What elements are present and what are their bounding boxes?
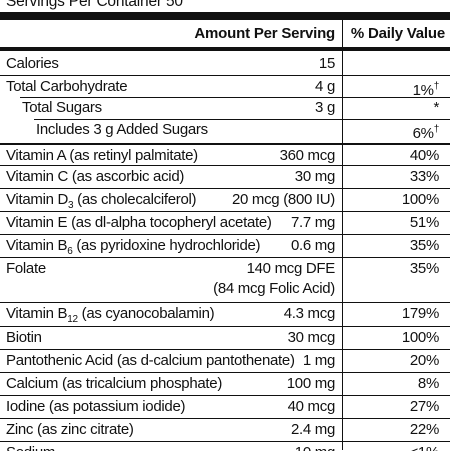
header-daily-value: % Daily Value (350, 25, 445, 42)
nutrient-name: Vitamin C (as ascorbic acid) (6, 168, 185, 185)
row-total-carbohydrate: Total Carbohydrate 4 g 1%† (0, 75, 450, 99)
row-calcium: Calcium (as tricalcium phosphate) 100 mg… (0, 372, 450, 395)
column-divider (342, 20, 343, 450)
dv-value: 1% (412, 82, 434, 99)
row-biotin: Biotin 30 mcg 100% (0, 326, 450, 349)
nutrient-amount-detail: (84 mcg Folic Acid) (213, 280, 335, 297)
nutrient-name: Zinc (as zinc citrate) (6, 421, 134, 438)
nutrient-amount: 40 mcg (287, 398, 336, 415)
nutrient-daily-value: 6%† (412, 119, 440, 145)
row-vitamin-b6: Vitamin B6 (as pyridoxine hydrochloride)… (0, 234, 450, 257)
name-part: (as cholecalciferol) (73, 191, 197, 208)
indent-rule (20, 97, 450, 98)
name-part: Vitamin B (6, 237, 68, 254)
nutrient-daily-value: 35% (409, 237, 439, 254)
nutrient-amount: 0.6 mg (290, 237, 335, 254)
nutrient-amount: 4.3 mcg (283, 305, 336, 322)
nutrient-name: Vitamin E (as dl-alpha tocopheryl acetat… (6, 214, 272, 231)
nutrient-amount: 360 mcg (279, 147, 336, 164)
dagger-mark: † (433, 81, 440, 92)
nutrient-name: Includes 3 g Added Sugars (36, 121, 208, 138)
row-calories: Calories 15 (0, 53, 450, 75)
row-folate: Folate 140 mcg DFE (84 mcg Folic Acid) 3… (0, 257, 450, 302)
name-subscript: 12 (67, 314, 78, 325)
name-part: Vitamin D (6, 191, 69, 208)
nutrient-amount: 2.4 mg (290, 421, 335, 438)
row-vitamin-d3: Vitamin D3 (as cholecalciferol) 20 mcg (… (0, 188, 450, 211)
dagger-mark: † (433, 124, 440, 135)
name-part: (as pyridoxine hydrochloride) (72, 237, 261, 254)
nutrient-daily-value: 35% (409, 260, 439, 277)
nutrient-daily-value: 27% (409, 398, 439, 415)
dv-value: 6% (412, 125, 434, 142)
nutrient-name: Calcium (as tricalcium phosphate) (6, 375, 223, 392)
nutrient-daily-value: * (433, 99, 439, 116)
name-subscript: 6 (67, 246, 73, 257)
nutrient-name: Pantothenic Acid (as d-calcium pantothen… (6, 352, 295, 369)
indent-rule (34, 119, 450, 120)
name-part: (as cyanocobalamin) (77, 305, 215, 322)
nutrient-daily-value: 20% (409, 352, 439, 369)
nutrient-name: Total Sugars (22, 99, 102, 116)
row-vitamin-c: Vitamin C (as ascorbic acid) 30 mg 33% (0, 165, 450, 188)
nutrient-amount: 100 mg (286, 375, 336, 392)
row-pantothenic-acid: Pantothenic Acid (as d-calcium pantothen… (0, 349, 450, 372)
nutrient-daily-value: 100% (401, 191, 439, 208)
nutrient-amount: 10 mg (295, 442, 336, 451)
nutrient-daily-value: <1% (409, 442, 439, 451)
nutrient-daily-value: 40% (409, 147, 439, 164)
nutrient-name: Calories (6, 55, 59, 72)
nutrient-amount: 140 mcg DFE (246, 260, 336, 277)
servings-per-container: Servings Per Container 50 (6, 0, 183, 10)
nutrient-amount: 7.7 mg (290, 214, 335, 231)
nutrient-daily-value: 33% (409, 168, 439, 185)
nutrient-daily-value: 1%† (412, 76, 440, 102)
row-vitamin-b12: Vitamin B12 (as cyanocobalamin) 4.3 mcg … (0, 302, 450, 325)
nutrient-name: Vitamin D3 (as cholecalciferol) (6, 189, 197, 217)
nutrient-amount: 1 mg (302, 352, 335, 369)
nutrient-amount: 30 mg (294, 168, 336, 185)
row-added-sugars: Includes 3 g Added Sugars 6%† (0, 119, 450, 142)
nutrient-daily-value: 179% (401, 305, 439, 322)
header-amount-per-serving: Amount Per Serving (194, 25, 335, 42)
row-sodium: Sodium 10 mg <1% (0, 441, 450, 451)
name-subscript: 3 (68, 200, 74, 211)
nutrient-amount: 15 (318, 55, 335, 72)
nutrient-name: Sodium (6, 442, 55, 451)
row-iodine: Iodine (as potassium iodide) 40 mcg 27% (0, 395, 450, 418)
row-vitamin-a: Vitamin A (as retinyl palmitate) 360 mcg… (0, 143, 450, 167)
nutrient-name: Vitamin B12 (as cyanocobalamin) (6, 303, 215, 331)
nutrient-name: Biotin (6, 329, 42, 346)
nutrient-amount: 3 g (315, 99, 335, 116)
nutrient-amount: 4 g (315, 78, 335, 95)
row-vitamin-e: Vitamin E (as dl-alpha tocopheryl acetat… (0, 211, 450, 234)
thick-rule (0, 12, 450, 20)
nutrient-daily-value: 22% (409, 421, 439, 438)
header-rule (0, 47, 450, 51)
nutrient-daily-value: 100% (401, 329, 439, 346)
nutrient-amount: 20 mcg (800 IU) (231, 191, 335, 208)
nutrient-name: Vitamin A (as retinyl palmitate) (6, 147, 198, 164)
nutrient-daily-value: 8% (417, 375, 439, 392)
name-part: Vitamin B (6, 305, 68, 322)
nutrient-name: Folate (6, 260, 46, 277)
row-zinc: Zinc (as zinc citrate) 2.4 mg 22% (0, 418, 450, 441)
row-total-sugars: Total Sugars 3 g * (0, 97, 450, 119)
nutrient-name: Iodine (as potassium iodide) (6, 398, 186, 415)
nutrient-daily-value: 51% (409, 214, 439, 231)
nutrient-amount: 30 mcg (287, 329, 336, 346)
nutrient-name: Total Carbohydrate (6, 78, 128, 95)
nutrient-name: Vitamin B6 (as pyridoxine hydrochloride) (6, 235, 261, 263)
